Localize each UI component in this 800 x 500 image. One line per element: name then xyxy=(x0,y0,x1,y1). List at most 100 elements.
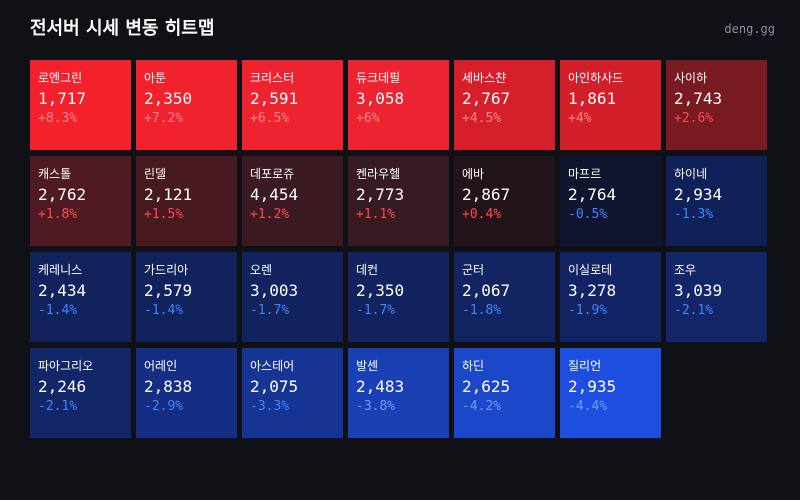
price-change: +6.5% xyxy=(250,111,290,126)
price-change: -3.3% xyxy=(250,399,290,414)
price-change: +8.3% xyxy=(38,111,78,126)
server-price: 2,350 xyxy=(356,281,405,300)
server-tile: 캐스톨 2,762 +1.8% xyxy=(30,156,131,246)
price-change: -4.4% xyxy=(568,399,608,414)
server-tile: 에바 2,867 +0.4% xyxy=(454,156,555,246)
server-name: 오렌 xyxy=(250,263,273,277)
server-price: 2,434 xyxy=(38,281,87,300)
server-price: 2,121 xyxy=(144,185,193,204)
server-name: 데포로쥬 xyxy=(250,167,295,181)
server-price: 2,764 xyxy=(568,185,617,204)
server-name: 세바스챤 xyxy=(462,71,507,85)
server-price: 2,773 xyxy=(356,185,405,204)
server-tile: 로엔그린 1,717 +8.3% xyxy=(30,60,131,150)
server-tile: 아인하사드 1,861 +4% xyxy=(560,60,661,150)
server-name: 린델 xyxy=(144,167,167,181)
server-name: 캐스톨 xyxy=(38,167,72,181)
server-price: 3,003 xyxy=(250,281,299,300)
server-name: 케레니스 xyxy=(38,263,83,277)
server-name: 질리언 xyxy=(568,359,602,373)
server-name: 하딘 xyxy=(462,359,485,373)
server-price: 3,058 xyxy=(356,89,405,108)
heatmap-grid: 로엔그린 1,717 +8.3% 아툰 2,350 +7.2% 크리스터 2,591 +6.5%… xyxy=(30,60,767,438)
server-price: 2,935 xyxy=(568,377,617,396)
server-price: 2,743 xyxy=(674,89,723,108)
server-tile: 사이하 2,743 +2.6% xyxy=(666,60,767,150)
price-change: +4% xyxy=(568,111,592,126)
server-name: 마프르 xyxy=(568,167,602,181)
price-change: -3.8% xyxy=(356,399,396,414)
server-price: 2,246 xyxy=(38,377,87,396)
server-price: 2,591 xyxy=(250,89,299,108)
server-name: 하이네 xyxy=(674,167,708,181)
server-name: 어레인 xyxy=(144,359,178,373)
server-name: 에바 xyxy=(462,167,485,181)
server-price: 2,838 xyxy=(144,377,193,396)
server-name: 이실로테 xyxy=(568,263,613,277)
server-tile: 파아그리오 2,246 -2.1% xyxy=(30,348,131,438)
price-change: +7.2% xyxy=(144,111,184,126)
server-name: 가드리아 xyxy=(144,263,189,277)
server-tile: 세바스챤 2,767 +4.5% xyxy=(454,60,555,150)
server-tile: 하이네 2,934 -1.3% xyxy=(666,156,767,246)
server-tile: 오렌 3,003 -1.7% xyxy=(242,252,343,342)
price-change: -1.4% xyxy=(38,303,78,318)
title: 전서버 시세 변동 히트맵 xyxy=(30,18,215,39)
server-name: 데컨 xyxy=(356,263,379,277)
server-tile: 린델 2,121 +1.5% xyxy=(136,156,237,246)
price-change: -2.1% xyxy=(38,399,78,414)
server-tile: 아스테어 2,075 -3.3% xyxy=(242,348,343,438)
server-name: 파아그리오 xyxy=(38,359,94,373)
server-price: 2,075 xyxy=(250,377,299,396)
server-tile: 아툰 2,350 +7.2% xyxy=(136,60,237,150)
price-change: -1.7% xyxy=(356,303,396,318)
server-name: 아인하사드 xyxy=(568,71,624,85)
server-price: 1,717 xyxy=(38,89,87,108)
server-tile: 크리스터 2,591 +6.5% xyxy=(242,60,343,150)
server-price: 2,867 xyxy=(462,185,511,204)
server-tile: 듀크데필 3,058 +6% xyxy=(348,60,449,150)
server-name: 아스테어 xyxy=(250,359,295,373)
server-name: 발센 xyxy=(356,359,379,373)
server-name: 켄라우헬 xyxy=(356,167,401,181)
price-change: -1.8% xyxy=(462,303,502,318)
price-change: -2.1% xyxy=(674,303,714,318)
server-name: 아툰 xyxy=(144,71,167,85)
price-change: -4.2% xyxy=(462,399,502,414)
server-name: 크리스터 xyxy=(250,71,295,85)
server-name: 사이하 xyxy=(674,71,708,85)
server-price: 2,579 xyxy=(144,281,193,300)
server-tile: 마프르 2,764 -0.5% xyxy=(560,156,661,246)
price-change: +1.5% xyxy=(144,207,184,222)
price-change: -2.9% xyxy=(144,399,184,414)
server-price: 2,625 xyxy=(462,377,511,396)
server-price: 2,934 xyxy=(674,185,723,204)
price-change: -1.7% xyxy=(250,303,290,318)
server-price: 1,861 xyxy=(568,89,617,108)
server-tile: 데컨 2,350 -1.7% xyxy=(348,252,449,342)
price-change: +2.6% xyxy=(674,111,714,126)
price-change: +4.5% xyxy=(462,111,502,126)
price-change: +1.2% xyxy=(250,207,290,222)
server-tile: 이실로테 3,278 -1.9% xyxy=(560,252,661,342)
price-change: +0.4% xyxy=(462,207,502,222)
server-tile: 하딘 2,625 -4.2% xyxy=(454,348,555,438)
server-price: 2,067 xyxy=(462,281,511,300)
server-price: 2,350 xyxy=(144,89,193,108)
server-price: 2,483 xyxy=(356,377,405,396)
server-tile: 어레인 2,838 -2.9% xyxy=(136,348,237,438)
server-tile: 군터 2,067 -1.8% xyxy=(454,252,555,342)
price-change: -1.9% xyxy=(568,303,608,318)
server-tile: 케레니스 2,434 -1.4% xyxy=(30,252,131,342)
server-tile: 가드리아 2,579 -1.4% xyxy=(136,252,237,342)
server-name: 로엔그린 xyxy=(38,71,83,85)
price-change: -1.4% xyxy=(144,303,184,318)
server-price: 2,767 xyxy=(462,89,511,108)
server-price: 3,278 xyxy=(568,281,617,300)
server-name: 조우 xyxy=(674,263,697,277)
server-tile: 켄라우헬 2,773 +1.1% xyxy=(348,156,449,246)
price-change: +6% xyxy=(356,111,380,126)
server-tile: 조우 3,039 -2.1% xyxy=(666,252,767,342)
price-change: -1.3% xyxy=(674,207,714,222)
